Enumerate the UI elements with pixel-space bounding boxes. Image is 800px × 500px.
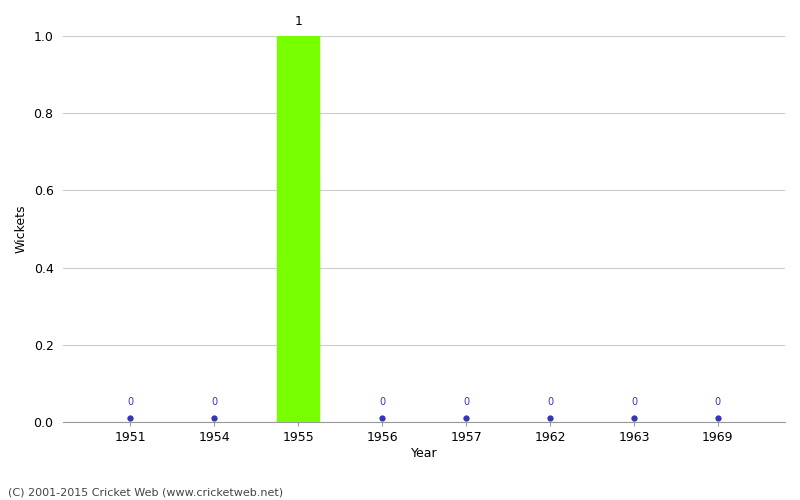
Text: 0: 0: [547, 396, 553, 406]
Text: 0: 0: [631, 396, 637, 406]
X-axis label: Year: Year: [411, 447, 438, 460]
Text: 0: 0: [127, 396, 134, 406]
Text: 0: 0: [211, 396, 218, 406]
Text: 0: 0: [715, 396, 721, 406]
Y-axis label: Wickets: Wickets: [15, 204, 28, 253]
Bar: [278, 36, 319, 422]
Text: (C) 2001-2015 Cricket Web (www.cricketweb.net): (C) 2001-2015 Cricket Web (www.cricketwe…: [8, 488, 283, 498]
Text: 0: 0: [463, 396, 469, 406]
Text: 0: 0: [379, 396, 386, 406]
Text: 1: 1: [294, 15, 302, 28]
